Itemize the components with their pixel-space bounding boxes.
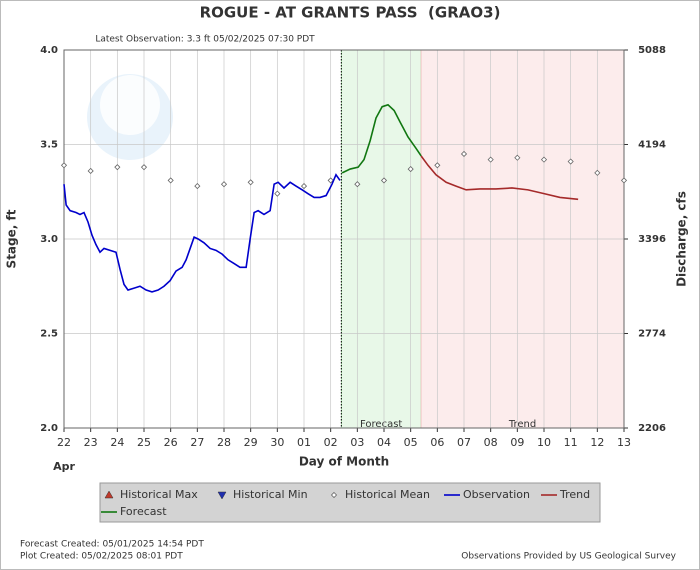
x-tick-label: 29 [244,436,258,449]
mean-marker [407,166,414,173]
mean-marker [247,179,254,186]
series-line [341,103,422,174]
mean-marker [87,167,94,175]
x-tick-label: 23 [84,436,98,449]
mean-marker [594,169,601,176]
x-tick-label: 22 [57,436,71,449]
y-tick-label: 4.0 [40,45,58,56]
mean-marker [460,150,468,158]
mean-marker [434,162,441,169]
legend-label: Historical Min [233,488,308,501]
legend-swatch [104,490,114,499]
y2-tick-label: 2774 [638,329,666,340]
x-tick-label: 05 [404,436,418,449]
x-tick-label: 30 [270,436,284,449]
mean-marker [274,190,281,197]
mean-marker [567,158,574,165]
y-axis-label: Stage, ft [5,209,19,268]
x-tick-label: 26 [164,436,178,449]
x-tick-label: 28 [217,436,231,449]
y-tick-label: 2.5 [40,329,58,340]
footer-text: Forecast Created: 05/01/2025 14:54 PDT [20,540,204,550]
mean-marker [487,156,494,163]
mean-marker [540,156,548,163]
month-label: Apr [53,460,75,473]
region-label: Forecast [360,419,402,430]
legend-swatch [217,491,227,500]
series-line [63,173,341,293]
mean-marker [114,164,121,171]
y2-tick-label: 2206 [638,423,666,434]
logo [100,75,160,135]
x-tick-label: 13 [617,436,631,449]
legend-box [99,482,601,523]
region-label: Trend [508,419,536,430]
mean-marker [300,183,308,190]
x-tick-label: 04 [377,436,391,449]
y-tick-label: 2.0 [40,423,58,434]
x-tick-label: 25 [137,436,151,449]
x-tick-label: 24 [110,436,124,449]
y2-tick-label: 3396 [638,234,666,245]
x-tick-label: 06 [430,436,444,449]
y-tick-label: 3.5 [40,140,58,151]
footer-text: Plot Created: 05/02/2025 08:01 PDT [20,552,183,562]
x-tick-label: 07 [457,436,471,449]
legend-label: Historical Max [120,488,198,501]
y2-axis-label: Discharge, cfs [675,191,689,287]
plot-area: Forecast Trend [63,49,625,430]
x-tick-label: 10 [537,436,551,449]
x-tick-label: 12 [590,436,604,449]
y2-tick-label: 4194 [638,140,666,151]
mean-marker [354,181,361,188]
y-tick-label: 3.0 [40,234,58,245]
legend-label: Trend [559,488,590,501]
legend-label: Forecast [120,505,167,518]
footer-text: Observations Provided by US Geological S… [461,552,676,562]
mean-marker [167,177,174,184]
x-tick-label: 09 [510,436,524,449]
series-line [420,155,579,201]
x-axis-label: Day of Month [299,455,389,469]
mean-marker [140,164,148,171]
mean-marker [380,177,388,184]
x-tick-label: 08 [484,436,498,449]
y2-tick-label: 5088 [638,45,666,56]
mean-marker [514,154,521,161]
mean-marker [194,183,201,190]
legend-swatch [330,491,338,499]
chart-title: ROGUE - AT GRANTS PASS (GRAO3) [200,4,501,22]
x-tick-label: 11 [564,436,578,449]
legend-label: Observation [463,488,530,501]
x-tick-label: 02 [324,436,338,449]
plot-frame [63,49,625,429]
subtitle: Latest Observation: 3.3 ft 05/02/2025 07… [95,35,315,45]
mean-marker [220,181,228,188]
x-tick-label: 01 [297,436,311,449]
x-tick-label: 03 [350,436,364,449]
x-tick-label: 27 [190,436,204,449]
mean-marker [620,177,628,184]
mean-marker [60,162,68,169]
mean-marker [327,177,334,184]
legend-label: Historical Mean [345,488,430,501]
